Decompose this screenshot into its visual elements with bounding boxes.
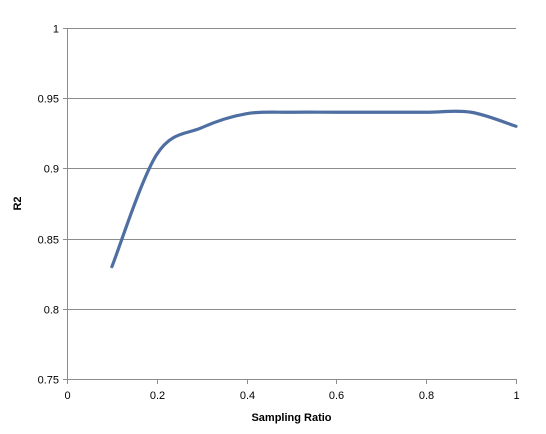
x-tick-label: 0.2 bbox=[150, 390, 165, 402]
y-axis-title: R2 bbox=[12, 196, 24, 210]
x-axis-title: Sampling Ratio bbox=[251, 412, 331, 424]
y-tick-label: 0.8 bbox=[44, 305, 59, 317]
y-tick-label: 0.95 bbox=[38, 94, 59, 106]
x-tick-label: 0.6 bbox=[329, 390, 344, 402]
y-tick-label: 0.9 bbox=[44, 164, 59, 176]
series-line-0 bbox=[110, 109, 518, 269]
tick-labels: 0.75 0.8 0.85 0.9 0.95 1 0 0.2 0.4 0.6 0.8 1 bbox=[38, 24, 520, 403]
gridlines bbox=[67, 28, 516, 310]
y-tick-label: 1 bbox=[53, 24, 59, 36]
axes bbox=[63, 28, 517, 384]
x-tick-label: 0.8 bbox=[419, 390, 434, 402]
y-tick-label: 0.75 bbox=[38, 375, 59, 387]
x-tick-label: 0.4 bbox=[240, 390, 255, 402]
series-layer bbox=[110, 109, 518, 269]
y-tick-label: 0.85 bbox=[38, 235, 59, 247]
x-tick-label: 1 bbox=[513, 390, 519, 402]
x-tick-label: 0 bbox=[64, 390, 70, 402]
